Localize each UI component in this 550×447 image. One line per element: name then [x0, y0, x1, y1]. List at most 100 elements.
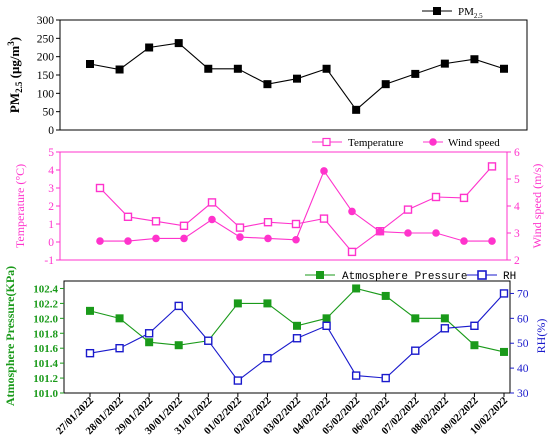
y2-tick-label: 2 [514, 255, 520, 267]
data-point [85, 348, 95, 358]
y2-tick-label: 4 [514, 201, 520, 213]
data-point [470, 341, 479, 350]
pm25-legend-label: PM2.5 [458, 6, 483, 20]
data-point [440, 59, 449, 68]
data-point [263, 299, 272, 308]
data-point [322, 64, 331, 73]
y-tick-label: 101.8 [33, 328, 58, 340]
data-point [411, 346, 420, 355]
data-point [96, 237, 104, 245]
data-point [293, 321, 301, 330]
data-point [500, 64, 508, 73]
data-point [86, 60, 94, 68]
y-tick-label: 1 [48, 219, 54, 231]
data-point [352, 105, 361, 114]
temp-wind-panel: -1 0 1 2 3 4 5 2 3 4 5 6 Temperature Wind speed Te… [13, 137, 544, 267]
data-point [348, 207, 356, 216]
data-point [174, 39, 183, 48]
temp-wind-legend: Temperature Wind speed [312, 137, 500, 149]
pressure-rh-panel: 101.0 101.2 101.4 101.6 101.8 102.0 102.2 102.4… [3, 266, 548, 437]
data-point [174, 301, 183, 311]
data-point [263, 80, 272, 89]
data-point [381, 80, 390, 89]
y-tick-label: 0 [48, 237, 54, 249]
y-tick-label: 101.4 [33, 358, 58, 370]
data-point [263, 217, 273, 227]
data-point [145, 43, 154, 52]
y2-tick-label: 40 [517, 363, 529, 375]
y-tick-label: 150 [37, 70, 55, 82]
y-tick-label: 4 [48, 165, 54, 177]
data-point [460, 237, 468, 245]
data-point [145, 338, 154, 347]
y-tick-label: 101.6 [33, 343, 58, 355]
data-point [235, 223, 245, 232]
temperature-legend-marker [322, 137, 331, 147]
data-point [123, 212, 133, 222]
data-point [352, 284, 361, 293]
y2-tick-label: 60 [517, 313, 529, 325]
y2-tick-label: 6 [514, 147, 520, 159]
data-point [319, 214, 329, 223]
data-point [115, 65, 124, 74]
data-point [322, 321, 331, 330]
data-point [144, 329, 154, 338]
pressure-rh-legend: Atmosphere Pressure RH [305, 270, 516, 283]
y2-tick-label: 70 [517, 288, 529, 300]
data-point [291, 219, 301, 229]
pm25-panel: 0 50 100 150 200 250 300 PM2.5 PM2.5 (μg/m3) [6, 6, 528, 137]
rh-legend-label: RH [503, 271, 516, 283]
y-tick-label: 101.2 [33, 373, 58, 385]
pressure-rh-plot-frame [63, 280, 511, 394]
pressure-legend-marker [316, 271, 324, 279]
pm25-legend-marker [433, 7, 441, 15]
data-point [432, 229, 440, 237]
y-tick-label: 50 [43, 107, 55, 119]
data-point [174, 341, 183, 350]
data-point [86, 306, 94, 315]
data-point [233, 376, 243, 385]
data-point [440, 324, 450, 333]
data-point [381, 373, 390, 383]
data-point [470, 321, 479, 330]
data-point [411, 69, 420, 78]
data-point [115, 314, 124, 323]
data-point [152, 234, 160, 243]
data-point [403, 205, 413, 214]
data-point [95, 183, 105, 193]
wind-speed-legend-marker [429, 138, 437, 146]
data-point [376, 227, 384, 236]
data-point [293, 74, 301, 83]
data-point [322, 314, 331, 323]
y-tick-label: 102.4 [33, 283, 58, 295]
y-tick-label: 3 [48, 183, 54, 195]
data-point [440, 314, 449, 323]
data-point [431, 192, 441, 202]
y2-tick-label: 50 [517, 338, 529, 350]
data-point [411, 314, 420, 323]
y-tick-label: 200 [37, 52, 55, 64]
data-point [263, 353, 272, 363]
data-point [499, 289, 509, 298]
temperature-legend-label: Temperature [348, 137, 404, 149]
data-point [381, 291, 390, 300]
data-point [404, 229, 412, 237]
data-point [351, 371, 361, 380]
y-tick-label: 250 [37, 33, 55, 45]
data-point [500, 347, 508, 356]
data-point [207, 198, 217, 207]
data-point [151, 217, 161, 226]
data-point [180, 234, 188, 243]
wind-speed-legend-label: Wind speed [448, 137, 500, 149]
data-point [487, 162, 497, 171]
y-tick-label: 101.0 [33, 388, 58, 400]
y2-tick-label: 5 [514, 174, 520, 186]
data-point [488, 237, 496, 245]
pressure-axis-label: Atmosphere Pressure(KPa) [3, 266, 17, 406]
y-tick-label: 300 [37, 15, 55, 27]
temperature-axis-label: Temperature (°C) [13, 164, 27, 248]
data-point [264, 234, 272, 243]
y-tick-label: 102.2 [33, 298, 58, 310]
wind-speed-axis-label: Wind speed (m/s) [530, 164, 544, 249]
